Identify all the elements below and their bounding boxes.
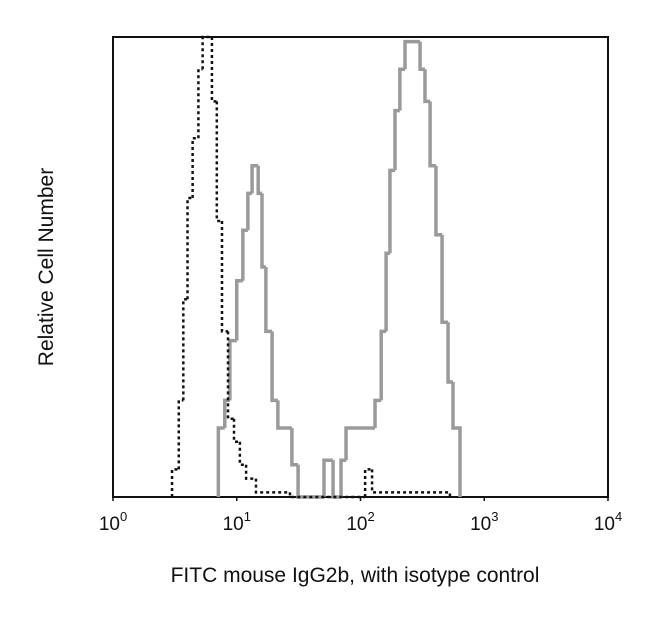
histogram-step bbox=[246, 191, 253, 231]
x-tick-base: 10 bbox=[470, 514, 491, 535]
histogram-step bbox=[216, 426, 225, 497]
x-tick-base: 10 bbox=[99, 514, 120, 535]
x-tick-label: 101 bbox=[223, 509, 251, 535]
histogram-step bbox=[191, 136, 199, 198]
x-tick-base: 10 bbox=[346, 514, 367, 535]
histogram-step bbox=[254, 478, 290, 494]
x-tick-exponent: 0 bbox=[120, 509, 127, 524]
x-tick-base: 10 bbox=[594, 514, 615, 535]
histogram-step bbox=[215, 101, 223, 223]
histogram-step bbox=[451, 382, 462, 497]
histogram-step bbox=[393, 108, 400, 171]
histogram-step bbox=[276, 400, 292, 430]
histogram-step bbox=[418, 41, 425, 71]
histogram-step bbox=[296, 464, 324, 499]
histogram-step bbox=[235, 279, 243, 341]
histogram-step bbox=[197, 67, 203, 139]
x-tick-exponent: 4 bbox=[615, 509, 622, 524]
histogram-step bbox=[241, 228, 248, 281]
histogram-step bbox=[270, 331, 278, 403]
histogram-step bbox=[322, 458, 334, 497]
x-tick-label: 104 bbox=[594, 509, 622, 535]
histogram-step bbox=[210, 37, 217, 103]
histogram-step bbox=[370, 469, 452, 497]
x-tick-label: 102 bbox=[346, 509, 374, 535]
histogram-step bbox=[344, 426, 376, 461]
histogram-step bbox=[423, 69, 431, 104]
histogram-step bbox=[379, 329, 387, 401]
histogram-step bbox=[186, 196, 193, 300]
histogram-step bbox=[226, 331, 234, 421]
histogram-step bbox=[232, 418, 240, 444]
histogram-step bbox=[220, 221, 229, 333]
histogram-step bbox=[238, 441, 247, 467]
histogram-step bbox=[388, 168, 395, 254]
x-tick-exponent: 3 bbox=[491, 509, 498, 524]
histogram-step bbox=[264, 267, 273, 334]
histogram-step bbox=[182, 297, 188, 401]
histogram-step bbox=[177, 399, 184, 470]
histogram-step bbox=[398, 67, 406, 111]
histogram-step bbox=[260, 193, 266, 269]
x-axis-label: FITC mouse IgG2b, with isotype control bbox=[171, 564, 540, 587]
histogram-step bbox=[339, 458, 347, 497]
x-tick-label: 100 bbox=[99, 509, 127, 535]
x-tick-exponent: 2 bbox=[367, 509, 374, 524]
histogram-step bbox=[363, 468, 373, 497]
histogram-step bbox=[434, 165, 443, 237]
histogram-step bbox=[403, 39, 421, 70]
x-tick-base: 10 bbox=[223, 514, 244, 535]
histogram-step bbox=[290, 428, 299, 467]
histogram-step bbox=[250, 164, 259, 194]
histogram-step bbox=[228, 338, 237, 401]
histogram-step bbox=[201, 35, 212, 70]
x-tick-exponent: 1 bbox=[244, 509, 251, 524]
histogram-step bbox=[288, 492, 366, 499]
histogram-step bbox=[446, 322, 453, 384]
histogram-step bbox=[373, 398, 382, 428]
histogram-step bbox=[256, 165, 263, 196]
histogram-step bbox=[331, 460, 342, 499]
histogram-step bbox=[440, 234, 449, 324]
x-tick-label: 103 bbox=[470, 509, 498, 535]
histogram-step bbox=[384, 251, 390, 332]
histogram-step bbox=[244, 464, 256, 480]
y-axis-label: Relative Cell Number bbox=[35, 168, 58, 366]
histogram-step bbox=[428, 101, 436, 168]
histogram-step bbox=[170, 468, 179, 497]
